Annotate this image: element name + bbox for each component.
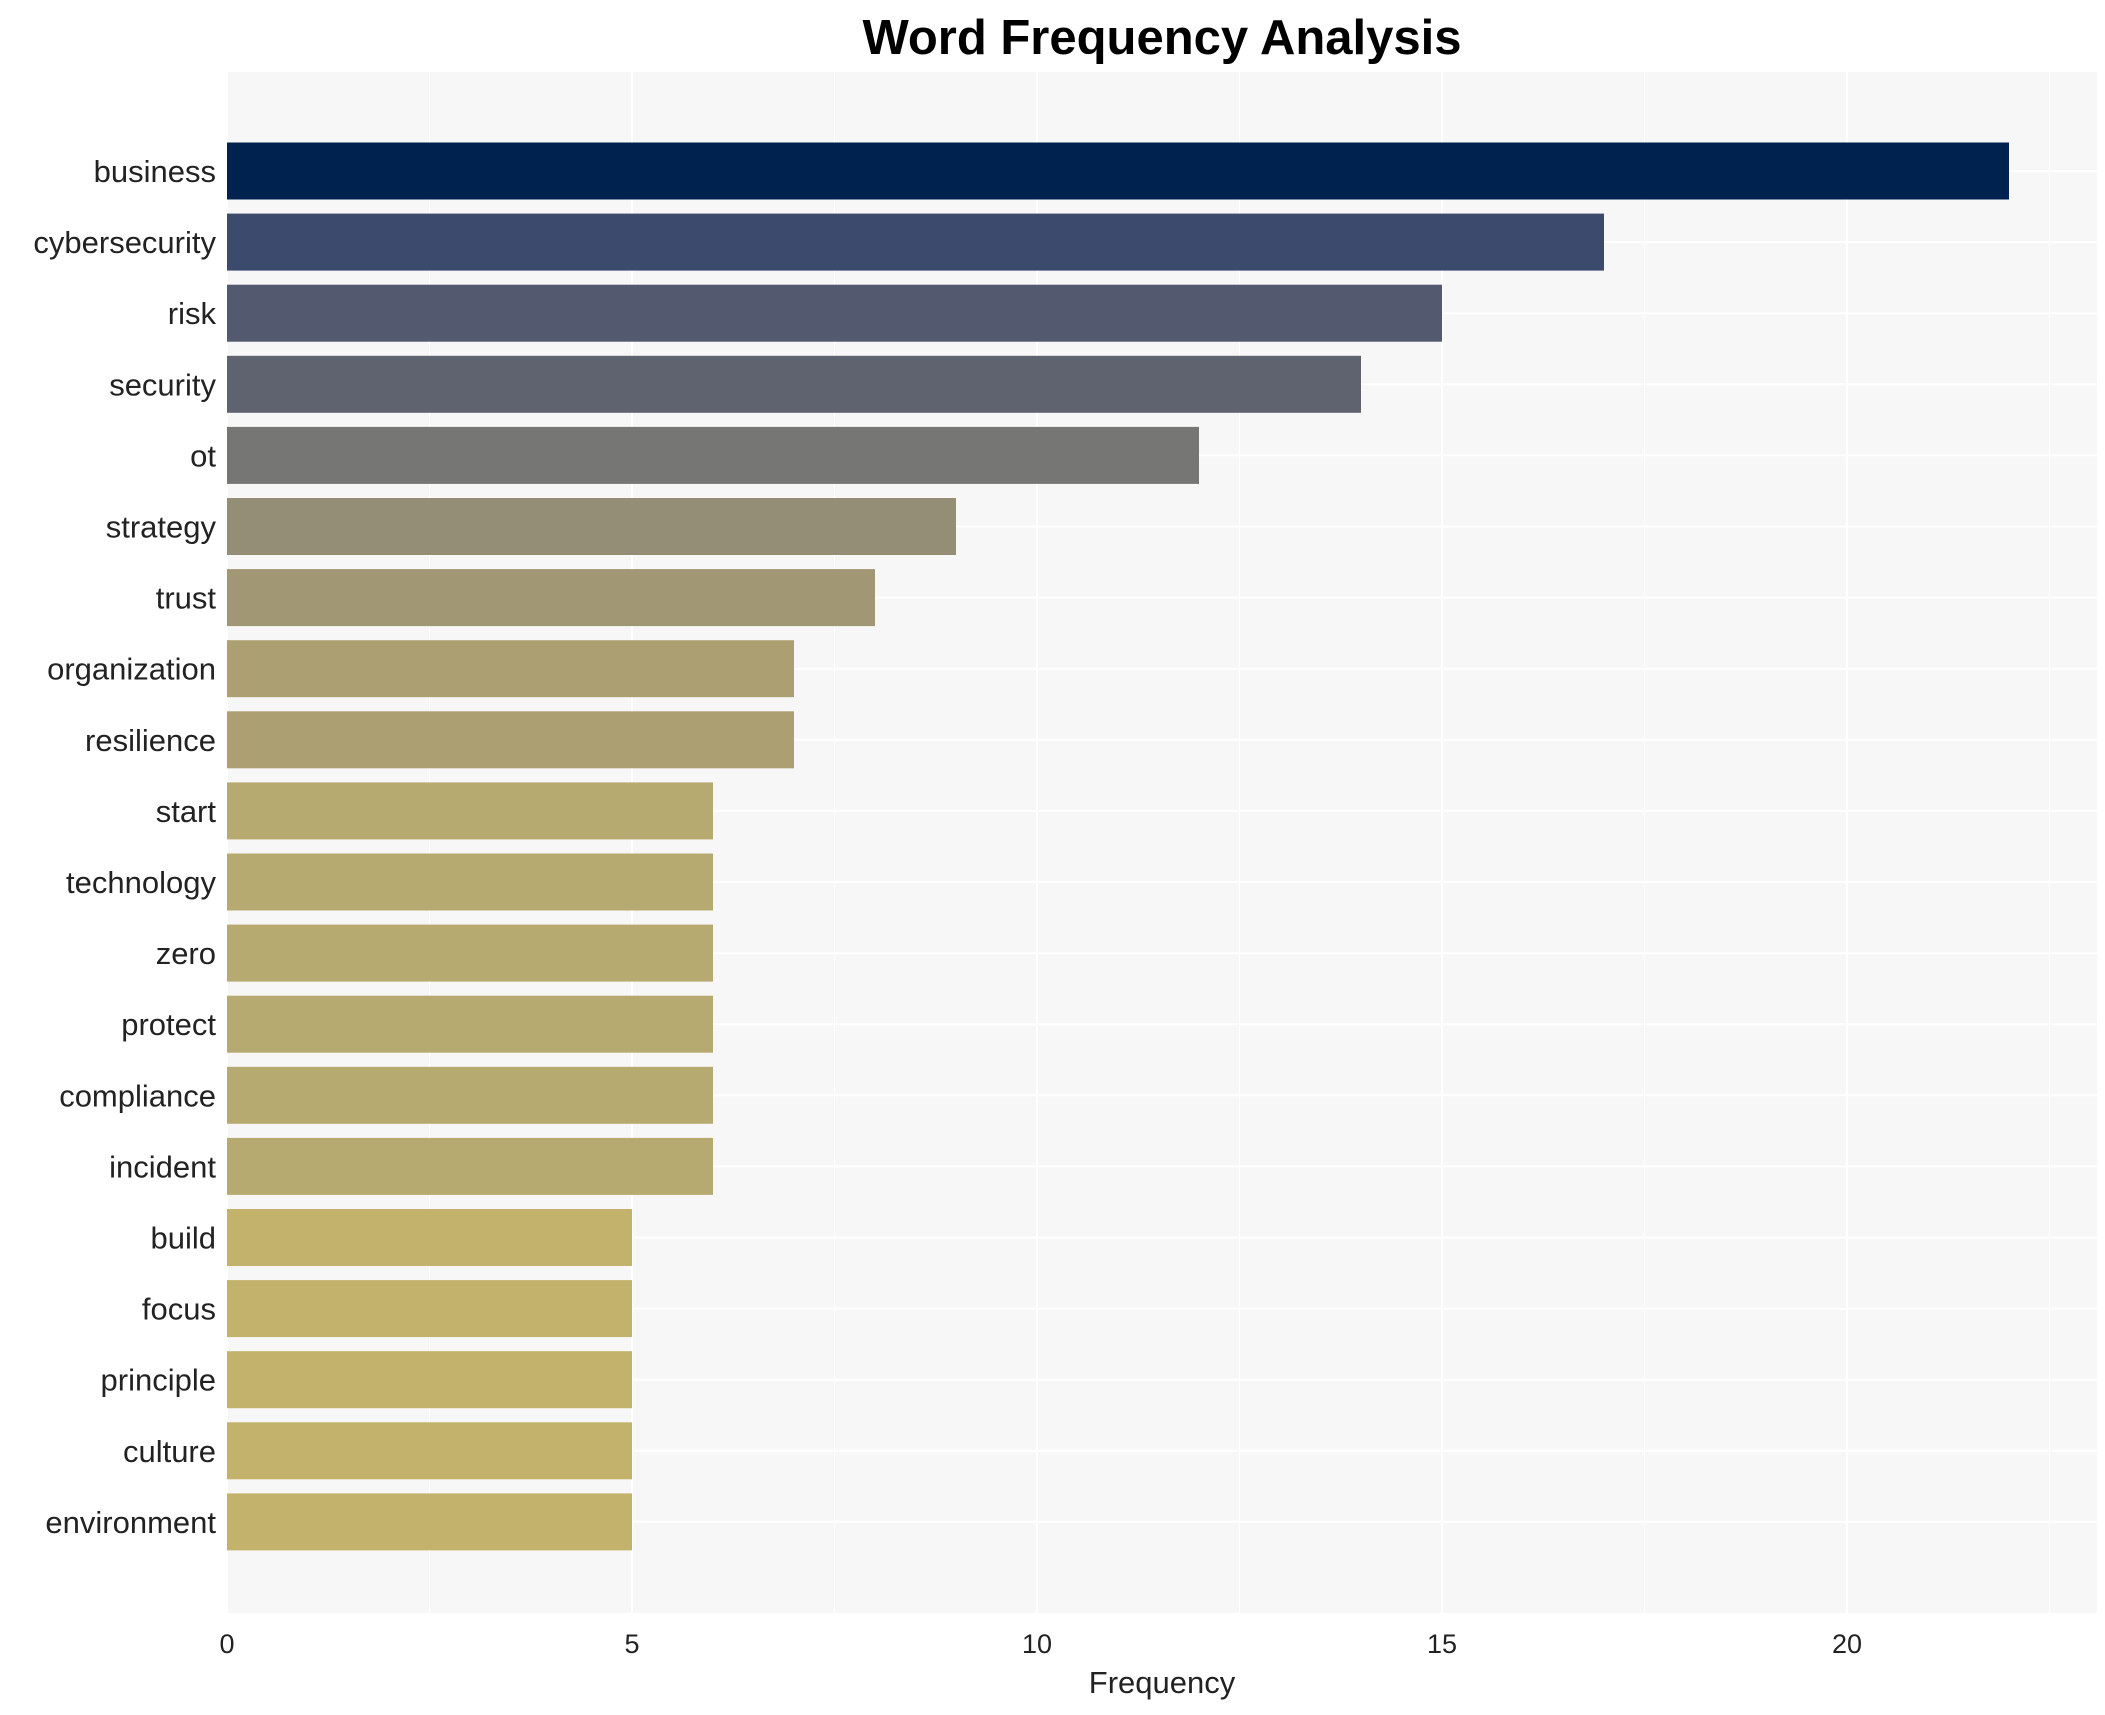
y-tick-label: strategy [106, 510, 217, 545]
bar-culture [227, 1422, 632, 1480]
bar-start [227, 782, 713, 840]
y-tick-label: focus [142, 1292, 216, 1327]
x-tick-label: 10 [1022, 1629, 1052, 1659]
bar-organization [227, 640, 794, 698]
bar-technology [227, 853, 713, 911]
y-tick-label: incident [109, 1149, 216, 1184]
y-tick-label: resilience [85, 723, 216, 758]
y-tick-label: organization [47, 652, 216, 687]
x-tick-label: 0 [219, 1629, 234, 1659]
bar-trust [227, 569, 875, 627]
bar-cybersecurity [227, 213, 1604, 271]
bar-focus [227, 1280, 632, 1338]
y-tick-label: start [156, 794, 217, 829]
x-tick-label: 15 [1427, 1629, 1457, 1659]
bar-risk [227, 284, 1442, 342]
y-tick-label: cybersecurity [33, 225, 216, 260]
bar-resilience [227, 711, 794, 769]
x-axis-label: Frequency [1089, 1665, 1236, 1700]
x-tick-label: 20 [1832, 1629, 1862, 1659]
bar-security [227, 355, 1361, 413]
bar-protect [227, 995, 713, 1053]
bar-principle [227, 1351, 632, 1409]
y-tick-label: principle [101, 1363, 216, 1398]
bar-compliance [227, 1066, 713, 1124]
y-tick-label: trust [156, 581, 217, 616]
y-tick-label: zero [156, 936, 216, 971]
bar-build [227, 1209, 632, 1266]
bar-environment [227, 1493, 632, 1551]
y-tick-label: ot [190, 438, 216, 473]
y-tick-label: build [151, 1221, 217, 1256]
bar-ot [227, 426, 1199, 484]
bar-zero [227, 924, 713, 982]
y-tick-label: compliance [59, 1078, 216, 1113]
x-tick-label: 5 [624, 1629, 639, 1659]
bar-business [227, 142, 2009, 200]
y-tick-label: security [109, 367, 216, 402]
bar-strategy [227, 498, 956, 555]
y-tick-label: business [94, 154, 216, 189]
bar-incident [227, 1137, 713, 1195]
y-tick-label: protect [121, 1007, 216, 1042]
y-tick-label: culture [123, 1434, 216, 1469]
y-tick-label: risk [168, 296, 217, 331]
y-tick-label: environment [45, 1505, 216, 1540]
chart-title: Word Frequency Analysis [862, 11, 1461, 65]
y-tick-label: technology [66, 865, 216, 900]
